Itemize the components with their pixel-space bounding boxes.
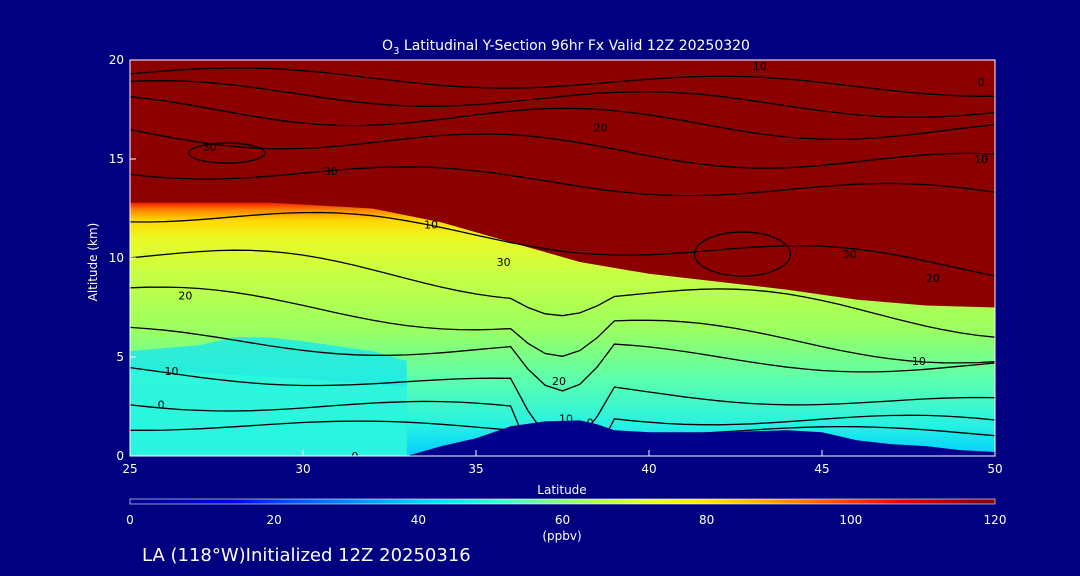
colorbar-tick-label: 120 (984, 513, 1007, 527)
contour-line (130, 326, 995, 392)
contour-line (130, 286, 995, 364)
y-tick-label: 15 (109, 152, 124, 166)
x-tick-label: 45 (814, 462, 829, 476)
contour-label: 10 (753, 60, 767, 73)
contour-loop (693, 231, 792, 277)
contour-label: 20 (178, 290, 192, 303)
colorbar-ticks: 0 20 40 60 80 100 120 (126, 513, 1006, 527)
colorbar-tick-label: 100 (839, 513, 862, 527)
colorbar-tick-label: 80 (699, 513, 714, 527)
contour-line (130, 211, 995, 277)
chart-title: O3 Latitudinal Y-Section 96hr Fx Valid 1… (382, 38, 750, 57)
contour-line (130, 96, 995, 141)
contour-label: 20 (594, 121, 608, 134)
contour-label: 0 (158, 399, 165, 412)
x-axis: 25 30 35 40 45 50 (122, 450, 1003, 476)
y-tick-label: 20 (109, 53, 124, 67)
colorbar: 0 20 40 60 80 100 120 (ppbv) (126, 498, 1006, 543)
contour-label: 10 (424, 218, 438, 231)
contour-label: 20 (552, 375, 566, 388)
x-tick-label: 35 (468, 462, 483, 476)
plot-area: 10020303010103030202010201001000 (130, 60, 995, 463)
title-subscript: 3 (393, 46, 399, 57)
contour-label: 10 (165, 365, 179, 378)
colorbar-tick-label: 60 (555, 513, 570, 527)
colorbar-tick-label: 40 (411, 513, 426, 527)
x-tick-label: 30 (295, 462, 310, 476)
field-region-1 (130, 370, 407, 456)
contour-line (130, 166, 995, 197)
y-axis: 0 5 10 15 20 (109, 53, 136, 463)
terrain-surface (130, 420, 995, 456)
contour-label: 30 (203, 141, 217, 154)
y-tick-label: 0 (116, 449, 124, 463)
colorbar-unit-label: (ppbv) (542, 529, 581, 543)
contour-label: 0 (978, 76, 985, 89)
contour-line (130, 80, 995, 118)
contour-label: 30 (843, 248, 857, 261)
ozone-field (130, 202, 995, 456)
contour-label: 10 (912, 355, 926, 368)
contour-label: 0 (351, 450, 358, 463)
contour-line (130, 67, 995, 98)
contour-line (130, 249, 995, 338)
contour-label: 20 (926, 272, 940, 285)
x-tick-label: 50 (987, 462, 1002, 476)
y-axis-label: Altitude (km) (86, 223, 100, 302)
y-tick-label: 5 (116, 350, 124, 364)
colorbar-bar (129, 498, 996, 505)
x-axis-label: Latitude (537, 483, 586, 497)
y-tick-label: 10 (109, 251, 124, 265)
contour-loop (188, 142, 266, 164)
colorbar-tick-label: 0 (126, 513, 134, 527)
contour-label: 30 (497, 256, 511, 269)
contour-line (130, 128, 995, 169)
colorbar-tick-label: 20 (267, 513, 282, 527)
contour-label: 30 (324, 165, 338, 178)
x-tick-label: 40 (641, 462, 656, 476)
x-tick-label: 25 (122, 462, 137, 476)
terrain (130, 420, 995, 456)
title-prefix: O (382, 38, 393, 54)
contour-label: 10 (974, 153, 988, 166)
title-rest: Latitudinal Y-Section 96hr Fx Valid 12Z … (399, 38, 750, 54)
run-info-label: LA (118°W)Initialized 12Z 20250316 (142, 545, 471, 566)
